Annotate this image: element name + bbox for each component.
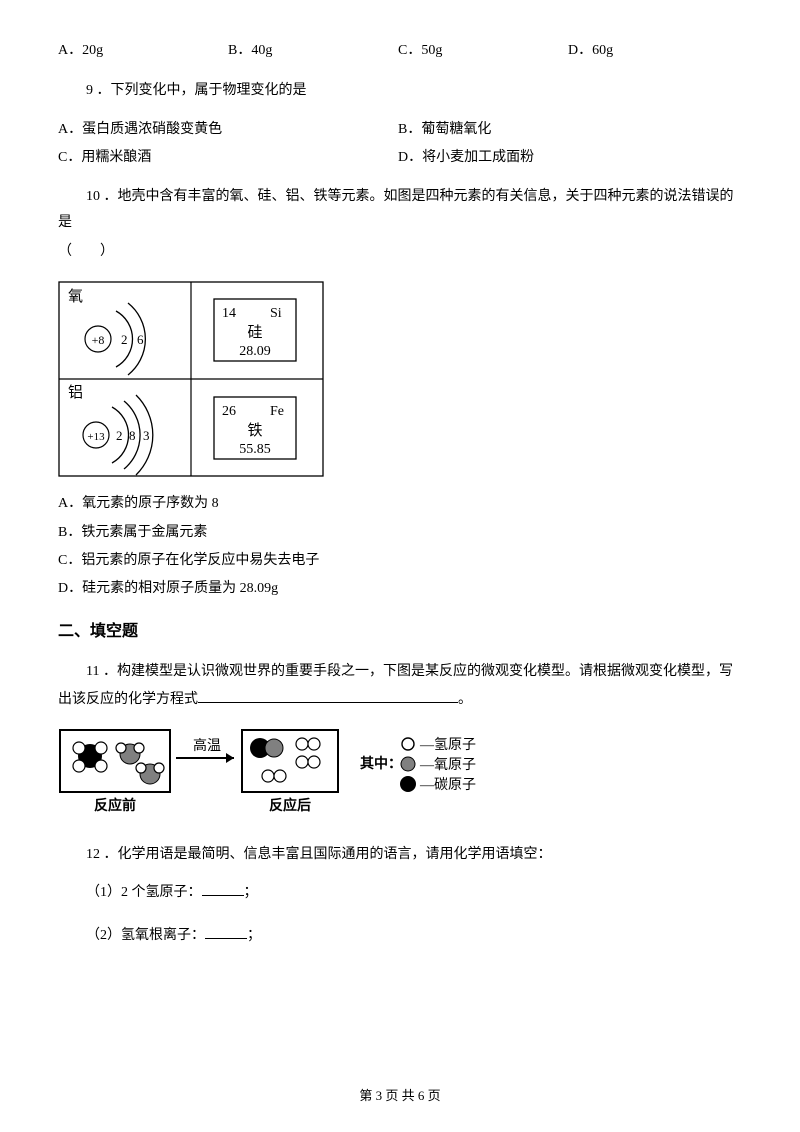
q11-reaction-figure: 反应前 高温 反应后 其中： —氢原子 —氧原子 —碳原	[58, 728, 742, 826]
fig-fe-name: 铁	[247, 422, 262, 439]
fig-oxygen-core: +8	[92, 333, 105, 347]
fig-oxygen-label: 氧	[68, 288, 83, 305]
fig-key-o: —氧原子	[419, 757, 476, 773]
q10-opt-b: B．铁元素属于金属元素	[58, 522, 742, 544]
q8-options-row: A．20g B．40g C．50g D．60g	[58, 40, 742, 62]
fig-key-label: 其中：	[360, 755, 402, 772]
q8-opt-d: D．60g	[568, 40, 738, 62]
q9-opt-d: D．将小麦加工成面粉	[398, 147, 742, 169]
fig-fe-mass: 55.85	[239, 442, 271, 457]
fig-key-h: —氢原子	[419, 737, 476, 753]
q12-sub1-pre: （1）2 个氢原子：	[86, 885, 202, 900]
q12-blank2[interactable]	[205, 924, 247, 939]
q11-stem: 11 ．构建模型是认识微观世界的重要手段之一，下图是某反应的微观变化模型。请根据…	[58, 658, 742, 714]
q10-opt-d: D．硅元素的相对原子质量为 28.09g	[58, 578, 742, 600]
q8-opt-a: A．20g	[58, 40, 228, 62]
q9-opt-c: C．用糯米酿酒	[58, 147, 398, 169]
q12-blank1[interactable]	[202, 881, 244, 896]
q11-stem-post: 。	[458, 692, 472, 707]
q9-opt-b: B．葡萄糖氧化	[398, 119, 742, 141]
q9-opt-a: A．蛋白质遇浓硝酸变黄色	[58, 119, 398, 141]
q9-row2: C．用糯米酿酒 D．将小麦加工成面粉	[58, 147, 742, 169]
fig-al-sh1: 2	[116, 428, 123, 443]
q10-opt-a: A．氧元素的原子序数为 8	[58, 493, 742, 515]
fig-al-sh3: 3	[143, 428, 150, 443]
fig-arrow-label: 高温	[193, 737, 221, 754]
fig-si-name: 硅	[247, 324, 262, 341]
fig-si-num: 14	[222, 306, 236, 321]
q9-stem: 9 ．下列变化中，属于物理变化的是	[58, 80, 742, 102]
q12-sub2-pre: （2）氢氧根离子：	[86, 928, 205, 943]
fig-al-label: 铝	[68, 384, 83, 401]
fig-after-label: 反应后	[269, 797, 311, 814]
q8-opt-b: B．40g	[228, 40, 398, 62]
q12-sub2-post: ；	[247, 928, 261, 943]
fig-si-mass: 28.09	[239, 344, 271, 359]
q11-blank[interactable]	[198, 688, 458, 703]
q12-stem: 12 ．化学用语是最简明、信息丰富且国际通用的语言，请用化学用语填空：	[58, 844, 742, 866]
q10-opt-c: C．铝元素的原子在化学反应中易失去电子	[58, 550, 742, 572]
q9-row1: A．蛋白质遇浓硝酸变黄色 B．葡萄糖氧化	[58, 119, 742, 141]
q12-sub1: （1）2 个氢原子： ；	[58, 881, 742, 904]
fig-oxygen-sh2: 6	[137, 332, 144, 347]
fig-oxygen-sh1: 2	[121, 332, 128, 347]
fig-before-label: 反应前	[94, 797, 136, 814]
page-footer: 第 3 页 共 6 页	[0, 1085, 800, 1104]
fig-al-core: +13	[87, 431, 105, 443]
fig-fe-sym: Fe	[270, 404, 284, 419]
q12-sub2: （2）氢氧根离子： ；	[58, 924, 742, 947]
section-2-title: 二、填空题	[58, 619, 742, 645]
fig-key-c: —碳原子	[419, 777, 476, 793]
q10-paren: （ ）	[58, 241, 742, 263]
q12-sub1-post: ；	[244, 885, 258, 900]
fig-si-sym: Si	[270, 306, 282, 321]
fig-al-sh2: 8	[129, 428, 136, 443]
q10-stem: 10 ．地壳中含有丰富的氧、硅、铝、铁等元素。如图是四种元素的有关信息，关于四种…	[58, 184, 742, 237]
fig-fe-num: 26	[222, 404, 236, 419]
page-content: A．20g B．40g C．50g D．60g 9 ．下列变化中，属于物理变化的…	[0, 0, 800, 947]
q10-element-figure: 氧 +8 2 6 14 Si 硅 28.09 铝 +13 2 8 3	[58, 281, 742, 477]
q8-opt-c: C．50g	[398, 40, 568, 62]
